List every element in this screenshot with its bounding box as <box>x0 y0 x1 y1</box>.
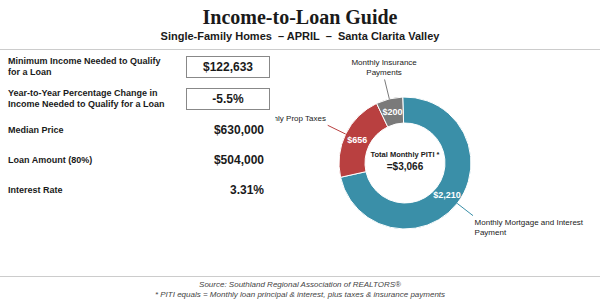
svg-text:$2,210: $2,210 <box>433 190 461 200</box>
html-text:Median Price: Median Price <box>8 124 64 135</box>
html-text:$630,000: $630,000 <box>213 123 264 137</box>
html-text:-5.5%: -5.5% <box>212 92 244 106</box>
html-text:3.31%: 3.31% <box>230 183 264 197</box>
svg-text:Monthly Prop Taxes: Monthly Prop Taxes <box>275 114 326 123</box>
svg-text:Monthly Mortgage and InterestP: Monthly Mortgage and InterestPayment <box>475 218 584 237</box>
html-text:=$3,066: =$3,066 <box>386 161 424 172</box>
html-text:Income-to-Loan Guide: Income-to-Loan Guide <box>202 6 398 28</box>
html-text:$504,000: $504,000 <box>213 153 264 167</box>
svg-text:$200: $200 <box>382 107 402 117</box>
svg-text:$656: $656 <box>347 135 367 145</box>
html-text:Interest Rate: Interest Rate <box>8 184 63 195</box>
svg-text:Monthly InsurancePayments: Monthly InsurancePayments <box>351 58 417 77</box>
html-text:Year-to-Year Percentage Change: Year-to-Year Percentage Change in Income… <box>8 88 165 109</box>
html-text:Minimum Income Needed to Quali: Minimum Income Needed to Qualify for a L… <box>8 56 161 77</box>
html-text:Loan Amount (80%): Loan Amount (80%) <box>8 154 93 165</box>
html-text:$122,633: $122,633 <box>203 60 253 74</box>
html-text:Total Monthly PITI *: Total Monthly PITI * <box>370 150 440 159</box>
html-text:* PITI equals = Monthly loan p: * PITI equals = Monthly loan principal &… <box>154 290 446 299</box>
html-text:Single-Family Homes – APRIL –: Single-Family Homes – APRIL – Santa Clar… <box>160 30 440 42</box>
html-text:Source: Southland Regional Ass: Source: Southland Regional Association o… <box>199 280 401 289</box>
